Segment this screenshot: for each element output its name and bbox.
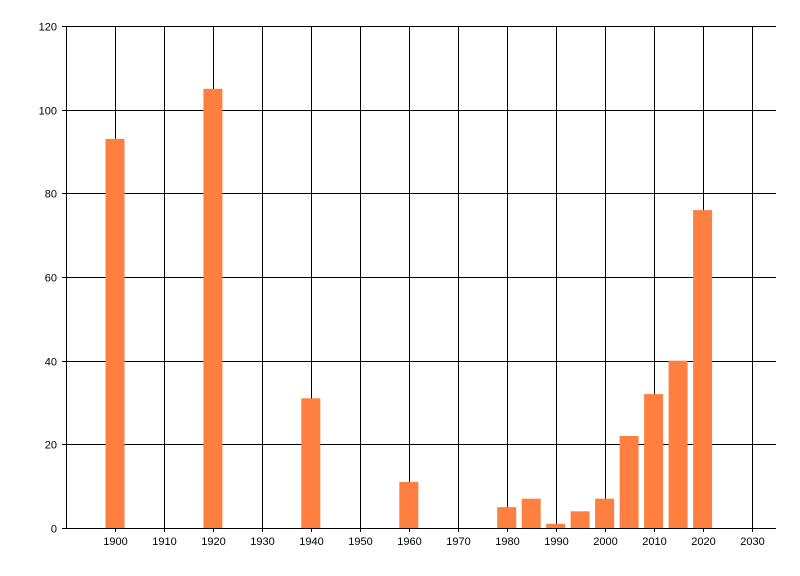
axes xyxy=(66,26,776,529)
bar xyxy=(399,482,419,528)
bar xyxy=(546,523,566,528)
bar xyxy=(203,88,223,529)
y-tick-label: 20 xyxy=(45,440,57,452)
x-tick-label: 1900 xyxy=(103,536,127,548)
bar xyxy=(595,498,615,528)
x-tick-label: 1940 xyxy=(299,536,323,548)
grid-lines xyxy=(66,26,776,528)
x-tick-label: 1980 xyxy=(495,536,519,548)
bar xyxy=(521,498,541,528)
y-tick-label: 120 xyxy=(39,22,57,34)
x-tick-label: 2020 xyxy=(691,536,715,548)
x-tick-label: 2000 xyxy=(593,536,617,548)
x-tick-label: 1960 xyxy=(397,536,421,548)
y-axis-ticks: 0 20 40 60 80 100 120 xyxy=(39,22,66,536)
x-tick-label: 1950 xyxy=(348,536,372,548)
bars xyxy=(105,88,713,529)
x-tick-label: 1930 xyxy=(250,536,274,548)
y-tick-label: 60 xyxy=(45,273,57,285)
x-tick-label: 1920 xyxy=(201,536,225,548)
bar xyxy=(668,360,688,528)
y-tick-label: 0 xyxy=(51,524,57,536)
x-tick-label: 2030 xyxy=(740,536,764,548)
x-tick-label: 1910 xyxy=(152,536,176,548)
y-tick-label: 80 xyxy=(45,189,57,201)
x-axis-ticks: 1900 1910 1920 1930 1940 1950 1960 1970 1980 1990… xyxy=(103,528,765,548)
bar xyxy=(693,210,713,528)
x-tick-label: 2010 xyxy=(642,536,666,548)
bar xyxy=(105,138,125,528)
bar xyxy=(570,511,590,528)
bar xyxy=(301,398,321,528)
x-tick-label: 1970 xyxy=(446,536,470,548)
bar xyxy=(619,436,639,528)
y-tick-label: 100 xyxy=(39,106,57,118)
bar xyxy=(497,507,517,528)
bar xyxy=(644,394,664,528)
x-tick-label: 1990 xyxy=(544,536,568,548)
y-tick-label: 40 xyxy=(45,357,57,369)
